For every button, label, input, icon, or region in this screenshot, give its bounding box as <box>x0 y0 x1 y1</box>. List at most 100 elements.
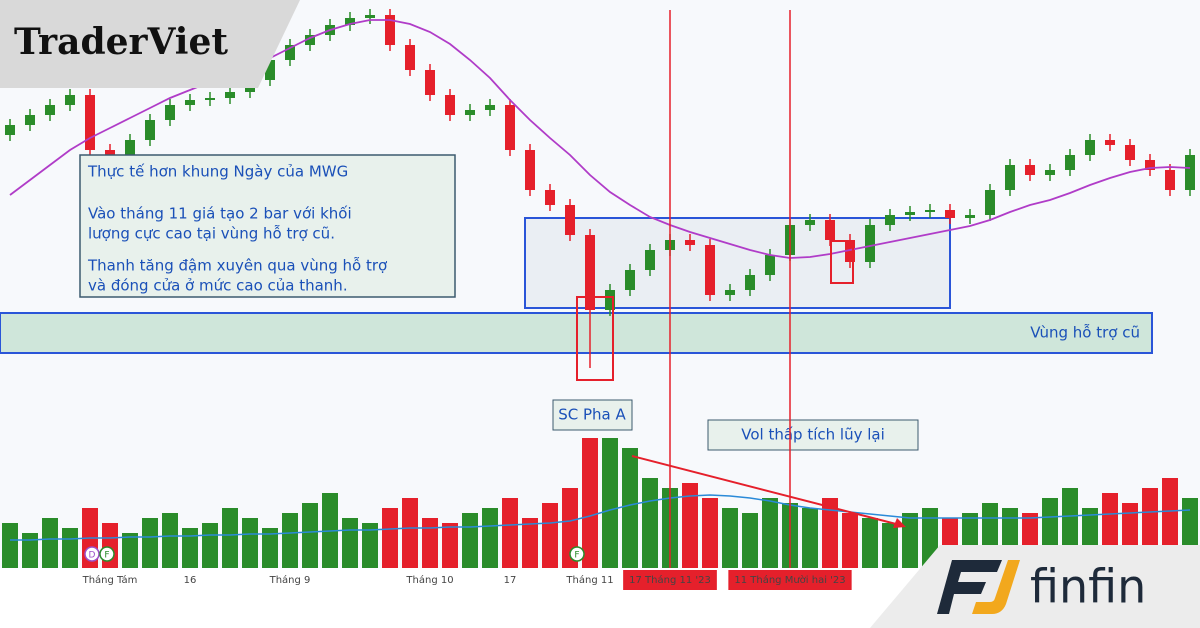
volume-bar <box>862 518 878 568</box>
candle-body <box>505 105 515 150</box>
note-line: Thực tế hơn khung Ngày của MWG <box>87 163 348 181</box>
event-marker <box>84 546 100 562</box>
volume-bar <box>842 513 858 568</box>
volume-bar <box>482 508 498 568</box>
candle-body <box>565 205 575 235</box>
trend-line <box>631 455 901 526</box>
logo-text: finfin <box>1030 560 1146 614</box>
brand: TraderViet <box>14 21 228 63</box>
volume-bar <box>362 523 378 568</box>
candle-body <box>165 105 175 120</box>
x-tick-label: Tháng 9 <box>269 574 311 586</box>
candle-body <box>1045 170 1055 175</box>
volume-bar <box>162 513 178 568</box>
volume-bar <box>822 498 838 568</box>
candle-body <box>1065 155 1075 170</box>
volume-bar <box>602 438 618 568</box>
volume-bar <box>62 528 78 568</box>
candle-body <box>805 220 815 225</box>
x-tick-label: Tháng 10 <box>405 574 453 586</box>
candle-body <box>385 15 395 45</box>
event-marker <box>99 546 115 562</box>
candle-body <box>265 60 275 80</box>
volume <box>2 438 1198 568</box>
volume-bar <box>242 518 258 568</box>
volume-bar <box>702 498 718 568</box>
x-tick-label: Tháng 11 <box>565 574 613 586</box>
arrow-head <box>893 518 906 528</box>
volume-bar <box>122 533 138 568</box>
candle-body <box>225 92 235 98</box>
range-box <box>524 217 951 309</box>
volume-bar <box>422 518 438 568</box>
volume-bar <box>762 498 778 568</box>
candle-body <box>185 100 195 105</box>
x-tick-label: Tháng Tám <box>82 574 138 586</box>
volume-bar <box>522 518 538 568</box>
candle-body <box>685 240 695 245</box>
volume-bar <box>722 508 738 568</box>
low-vol-box <box>707 419 919 451</box>
candle-body <box>1145 160 1155 170</box>
volume-bar <box>802 508 818 568</box>
candle-body <box>405 45 415 70</box>
candle-body <box>605 290 615 310</box>
volume-bar <box>682 483 698 568</box>
candle-body <box>445 95 455 115</box>
candle-body <box>365 15 375 18</box>
volume-bar <box>182 528 198 568</box>
candle-body <box>1025 165 1035 175</box>
volume-bar <box>902 513 918 568</box>
candle-body <box>65 95 75 105</box>
volume-bar <box>302 503 318 568</box>
event-label: F <box>104 551 109 561</box>
volume-bar <box>442 523 458 568</box>
volume-bar <box>382 508 398 568</box>
candle-body <box>525 150 535 190</box>
volume-bar <box>402 498 418 568</box>
volume-bar <box>222 508 238 568</box>
volume-bar <box>262 528 278 568</box>
volume-bar <box>142 518 158 568</box>
volume-bar <box>742 513 758 568</box>
candle-body <box>1005 165 1015 190</box>
x-axis: Tháng Tám 16 Tháng 9 Tháng 10 17 Tháng 11 17 T… <box>82 570 852 590</box>
candle-body <box>985 190 995 215</box>
volume-bar <box>582 438 598 568</box>
candle-body <box>45 105 55 115</box>
candle-body <box>345 18 355 25</box>
candle-body <box>205 98 215 100</box>
candle-body <box>725 290 735 295</box>
candle-body <box>1085 140 1095 155</box>
x-tick-highlight <box>623 570 717 590</box>
x-tick-label: 16 <box>184 575 197 586</box>
candle-body <box>1165 170 1175 190</box>
candle-body <box>865 225 875 262</box>
candle-body <box>465 110 475 115</box>
volume-bar <box>342 518 358 568</box>
low-vol-label: Vol thấp tích lũy lại <box>741 426 885 444</box>
candle-body <box>425 70 435 95</box>
candle-body <box>1105 140 1115 145</box>
volume-bar <box>282 513 298 568</box>
x-tick-label: 11 Tháng Mười hai '23 <box>734 574 845 586</box>
x-tick-label: 17 Tháng 11 '23 <box>629 574 711 586</box>
candle-body <box>705 245 715 295</box>
sc-label: SC Pha A <box>558 406 626 424</box>
volume-bar <box>42 518 58 568</box>
volume-bar <box>502 498 518 568</box>
volume-bar <box>2 523 18 568</box>
x-tick-highlight <box>728 570 852 590</box>
candle-body <box>965 215 975 218</box>
volume-bar <box>462 513 478 568</box>
support-label: Vùng hỗ trợ cũ <box>1030 324 1140 342</box>
candle-body <box>885 215 895 225</box>
candle-body <box>745 275 755 290</box>
logo-icon <box>937 560 1020 614</box>
note-box <box>79 154 456 298</box>
candle-body <box>25 115 35 125</box>
candle-body <box>625 270 635 290</box>
test-box <box>830 240 854 284</box>
volume-bar <box>202 523 218 568</box>
